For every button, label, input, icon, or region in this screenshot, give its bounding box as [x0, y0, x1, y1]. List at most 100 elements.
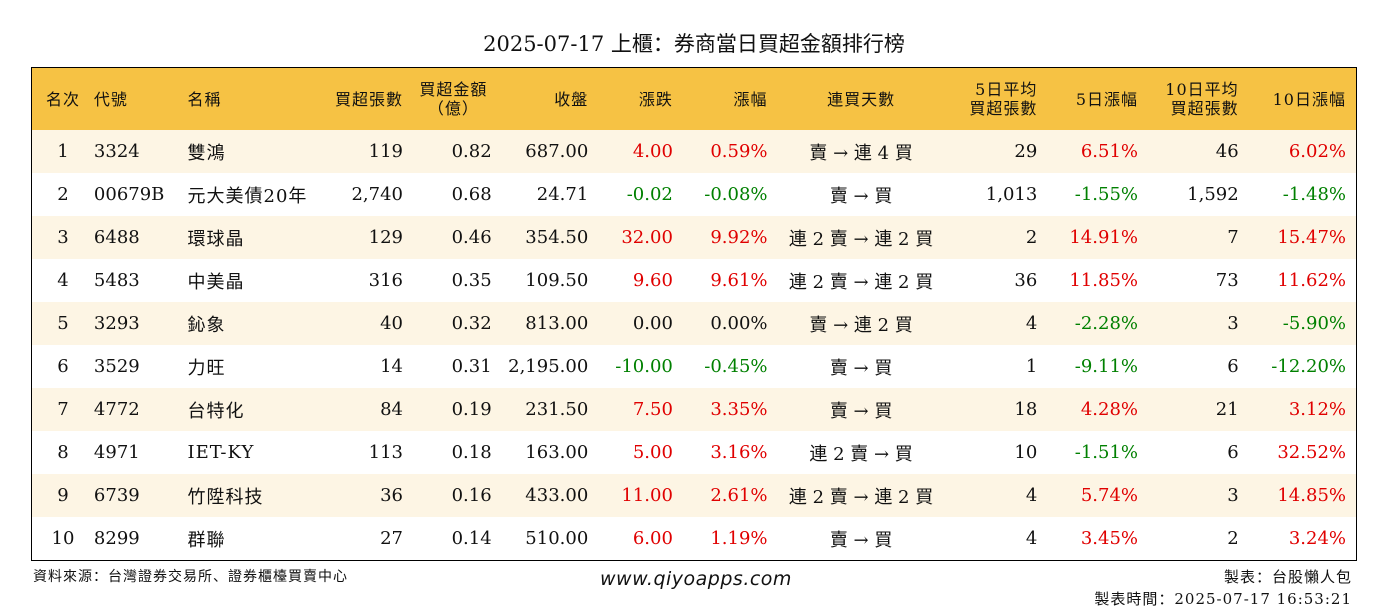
- cell-name: 力旺: [179, 345, 311, 388]
- cell-avg10: 73: [1148, 259, 1249, 302]
- cell-change: 7.50: [594, 388, 685, 431]
- cell-change: 9.60: [594, 259, 685, 302]
- cell-close: 231.50: [503, 388, 595, 431]
- cell-code: 6488: [93, 216, 180, 259]
- cell-name: 雙鴻: [179, 130, 311, 173]
- cell-avg10: 2: [1148, 517, 1249, 561]
- col-buy-amount-header: 買超金額 （億）: [403, 67, 504, 130]
- cell-buy-lots: 27: [310, 517, 403, 561]
- cell-pct: 0.59%: [684, 130, 776, 173]
- cell-rank: 3: [31, 216, 94, 259]
- cell-change: 4.00: [594, 130, 685, 173]
- cell-pct: 9.92%: [684, 216, 776, 259]
- table-maker: 製表：台股懶人包: [1223, 568, 1352, 586]
- page-title: 2025-07-17 上櫃：券商當日買超金額排行榜: [483, 32, 905, 56]
- cell-rank: 5: [31, 302, 94, 345]
- cell-close: 163.00: [503, 431, 595, 474]
- cell-close: 687.00: [503, 130, 595, 173]
- ranking-table: 名次 代號 名稱 買超張數 買超金額 （億） 收盤 漲跌 漲幅 連買天數 5日平均…: [31, 67, 1357, 561]
- cell-rank: 7: [31, 388, 94, 431]
- table-body: 1 3324 雙鴻 119 0.82 687.00 4.00 0.59% 賣 → 連 4 買 29…: [31, 130, 1357, 561]
- col-pct-header: 漲幅: [684, 67, 776, 130]
- cell-avg10: 3: [1148, 302, 1249, 345]
- cell-pct10: -1.48%: [1248, 173, 1357, 216]
- website-link[interactable]: www.qiyoapps.com: [600, 568, 792, 590]
- cell-pct: 2.61%: [684, 474, 776, 517]
- cell-buy-amount: 0.35: [403, 259, 504, 302]
- cell-code: 3324: [93, 130, 180, 173]
- cell-pct10: 15.47%: [1248, 216, 1357, 259]
- cell-name: 中美晶: [179, 259, 311, 302]
- cell-close: 109.50: [503, 259, 595, 302]
- cell-code: 4772: [93, 388, 180, 431]
- cell-pct10: 6.02%: [1248, 130, 1357, 173]
- cell-pct10: 14.85%: [1248, 474, 1357, 517]
- cell-buy-amount: 0.31: [403, 345, 504, 388]
- cell-buy-amount: 0.46: [403, 216, 504, 259]
- cell-streak: 賣 → 連 4 買: [775, 130, 947, 173]
- cell-change: 0.00: [594, 302, 685, 345]
- cell-streak: 連 2 賣 → 連 2 買: [775, 216, 947, 259]
- cell-code: 3293: [93, 302, 180, 345]
- cell-avg10: 6: [1148, 345, 1249, 388]
- cell-code: 3529: [93, 345, 180, 388]
- col-avg10-header-line1: 10日平均: [1165, 80, 1239, 99]
- cell-buy-lots: 113: [310, 431, 403, 474]
- cell-avg5: 36: [946, 259, 1048, 302]
- col-avg10-header: 10日平均 買超張數: [1148, 67, 1249, 130]
- cell-pct10: 11.62%: [1248, 259, 1357, 302]
- cell-buy-amount: 0.18: [403, 431, 504, 474]
- cell-buy-lots: 316: [310, 259, 403, 302]
- cell-rank: 10: [31, 517, 94, 561]
- cell-code: 6739: [93, 474, 180, 517]
- cell-name: 群聯: [179, 517, 311, 561]
- cell-pct5: -9.11%: [1047, 345, 1148, 388]
- col-pct10-header: 10日漲幅: [1248, 67, 1357, 130]
- cell-change: -0.02: [594, 173, 685, 216]
- cell-rank: 1: [31, 130, 94, 173]
- col-avg10-header-line2: 買超張數: [1170, 99, 1239, 118]
- cell-code: 4971: [93, 431, 180, 474]
- cell-avg10: 46: [1148, 130, 1249, 173]
- cell-pct10: 3.12%: [1248, 388, 1357, 431]
- cell-avg5: 4: [946, 302, 1048, 345]
- col-avg5-header-line2: 買超張數: [969, 99, 1038, 118]
- cell-rank: 4: [31, 259, 94, 302]
- cell-avg10: 21: [1148, 388, 1249, 431]
- cell-name: 環球晶: [179, 216, 311, 259]
- cell-buy-lots: 40: [310, 302, 403, 345]
- cell-streak: 賣 → 買: [775, 517, 947, 561]
- table-row: 3 6488 環球晶 129 0.46 354.50 32.00 9.92% 連 2 賣 → 連…: [31, 216, 1357, 259]
- table-row: 9 6739 竹陞科技 36 0.16 433.00 11.00 2.61% 連 2 賣 → 連…: [31, 474, 1357, 517]
- cell-rank: 8: [31, 431, 94, 474]
- cell-pct10: 32.52%: [1248, 431, 1357, 474]
- cell-avg10: 3: [1148, 474, 1249, 517]
- cell-avg10: 1,592: [1148, 173, 1249, 216]
- cell-avg5: 1,013: [946, 173, 1048, 216]
- cell-avg5: 29: [946, 130, 1048, 173]
- cell-code: 5483: [93, 259, 180, 302]
- cell-pct5: 4.28%: [1047, 388, 1148, 431]
- table-row: 8 4971 IET-KY 113 0.18 163.00 5.00 3.16% 連 2 賣 →…: [31, 431, 1357, 474]
- cell-change: 32.00: [594, 216, 685, 259]
- col-buy-amount-header-line1: 買超金額: [419, 80, 488, 99]
- table-header: 名次 代號 名稱 買超張數 買超金額 （億） 收盤 漲跌 漲幅 連買天數 5日平均…: [31, 67, 1357, 130]
- cell-pct5: -1.51%: [1047, 431, 1148, 474]
- cell-streak: 連 2 賣 → 連 2 買: [775, 474, 947, 517]
- cell-buy-amount: 0.32: [403, 302, 504, 345]
- col-name-header: 名稱: [179, 67, 311, 130]
- cell-streak: 賣 → 買: [775, 345, 947, 388]
- cell-name: 竹陞科技: [179, 474, 311, 517]
- cell-close: 24.71: [503, 173, 595, 216]
- col-rank-header: 名次: [31, 67, 94, 130]
- cell-close: 2,195.00: [503, 345, 595, 388]
- cell-pct5: -2.28%: [1047, 302, 1148, 345]
- cell-avg5: 1: [946, 345, 1048, 388]
- cell-pct: -0.08%: [684, 173, 776, 216]
- cell-streak: 賣 → 買: [775, 388, 947, 431]
- table-row: 1 3324 雙鴻 119 0.82 687.00 4.00 0.59% 賣 → 連 4 買 29…: [31, 130, 1357, 173]
- cell-change: 11.00: [594, 474, 685, 517]
- cell-pct: 0.00%: [684, 302, 776, 345]
- cell-pct5: 3.45%: [1047, 517, 1148, 561]
